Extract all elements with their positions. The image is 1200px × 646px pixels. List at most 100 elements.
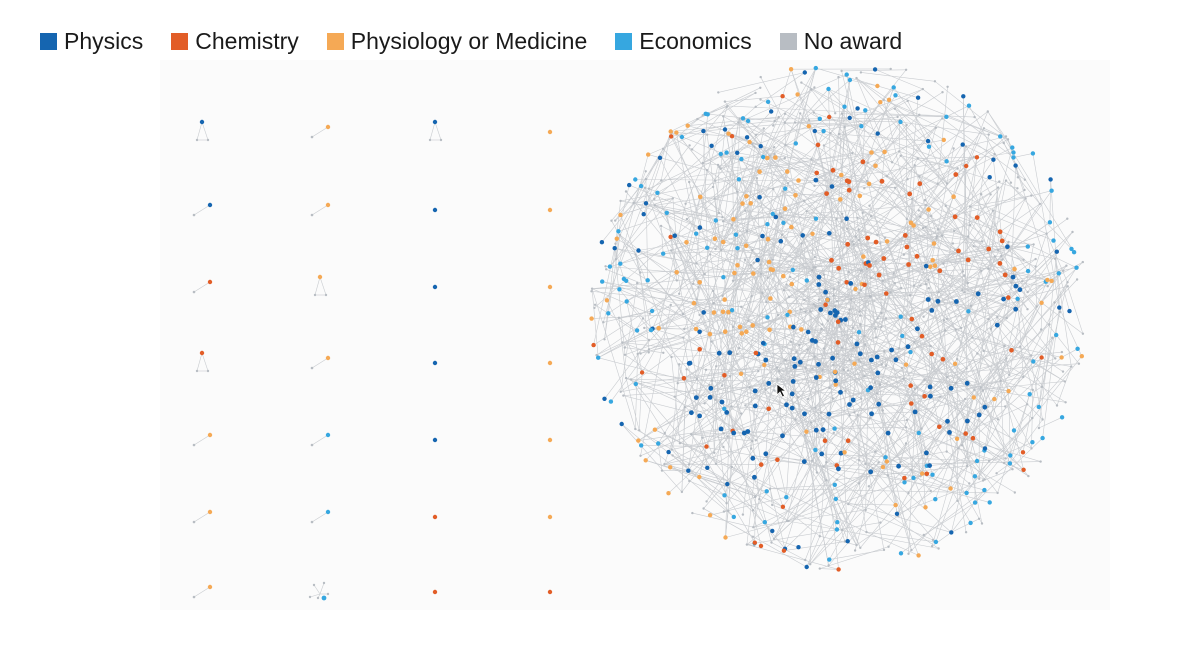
network-node xyxy=(928,393,933,399)
network-node xyxy=(912,409,918,415)
network-edge xyxy=(593,180,850,346)
network-node xyxy=(754,91,757,95)
network-node xyxy=(903,362,909,367)
network-node xyxy=(817,298,821,301)
network-edge xyxy=(920,256,996,477)
network-edge xyxy=(858,229,864,257)
network-node xyxy=(773,119,776,123)
network-node xyxy=(663,463,666,466)
network-node xyxy=(855,76,858,80)
network-node xyxy=(952,214,958,220)
network-node xyxy=(1024,197,1027,200)
network-node xyxy=(869,215,873,218)
network-node xyxy=(840,112,844,115)
network-node xyxy=(835,520,840,525)
network-node xyxy=(933,539,939,545)
network-edge xyxy=(618,317,638,331)
network-node xyxy=(1039,460,1042,463)
network-node xyxy=(621,276,627,282)
network-edge xyxy=(990,297,1009,329)
network-node xyxy=(909,401,914,406)
network-edge xyxy=(833,295,932,311)
network-node xyxy=(690,148,694,151)
network-node xyxy=(952,147,955,150)
network-edge xyxy=(919,176,1047,234)
network-edge xyxy=(671,120,749,137)
network-edge xyxy=(722,134,757,243)
network-edge xyxy=(848,462,879,505)
network-node xyxy=(822,306,825,309)
network-node xyxy=(1020,450,1026,455)
network-node xyxy=(771,503,774,507)
network-node xyxy=(731,217,736,222)
network-node xyxy=(847,270,850,274)
network-edge xyxy=(809,443,907,565)
network-edge xyxy=(635,428,756,497)
network-edge xyxy=(804,378,904,462)
network-edge xyxy=(731,146,761,226)
network-node xyxy=(902,233,908,238)
network-edge xyxy=(856,77,893,163)
network-edge xyxy=(760,189,774,274)
network-node xyxy=(871,467,874,470)
network-node xyxy=(785,312,790,317)
network-node xyxy=(762,362,767,368)
network-node xyxy=(697,225,703,230)
network-node xyxy=(824,191,829,197)
network-edge xyxy=(911,198,968,466)
network-node xyxy=(784,495,789,500)
network-node xyxy=(960,252,963,255)
network-node xyxy=(632,201,635,204)
network-node xyxy=(772,124,775,127)
component-edge xyxy=(201,121,209,141)
network-node xyxy=(683,327,686,331)
component-node xyxy=(207,279,213,285)
network-node xyxy=(835,340,841,345)
network-node xyxy=(857,238,860,242)
network-edge xyxy=(625,377,675,397)
network-node xyxy=(880,363,883,366)
network-node xyxy=(669,134,674,139)
network-node xyxy=(836,265,842,271)
network-edge xyxy=(860,72,935,82)
network-node xyxy=(889,291,892,294)
network-edge xyxy=(977,293,1015,431)
network-edge xyxy=(977,353,1043,420)
network-edge xyxy=(925,284,978,462)
network-edge xyxy=(662,114,703,150)
network-node xyxy=(813,375,819,380)
network-node xyxy=(618,233,622,237)
network-node xyxy=(973,115,976,119)
network-edge xyxy=(1035,233,1047,267)
network-node xyxy=(715,365,718,368)
network-edge xyxy=(591,288,599,358)
network-node xyxy=(770,211,775,217)
network-edge xyxy=(814,256,902,289)
small-components xyxy=(192,119,553,601)
network-edge xyxy=(703,508,754,538)
network-node xyxy=(1013,283,1019,289)
network-node xyxy=(1041,418,1044,421)
network-edge xyxy=(688,181,708,248)
network-edge xyxy=(703,370,823,509)
network-edge xyxy=(935,397,975,500)
network-node xyxy=(722,329,728,335)
network-node xyxy=(796,178,801,183)
network-edge xyxy=(943,263,1009,392)
network-node xyxy=(701,161,705,165)
network-edge xyxy=(596,328,653,356)
network-node xyxy=(784,402,789,408)
network-node xyxy=(987,175,992,180)
network-edge xyxy=(833,364,904,379)
network-node xyxy=(868,469,874,475)
network-node xyxy=(596,355,601,360)
network-edge xyxy=(746,522,881,545)
network-node xyxy=(636,352,639,356)
network-node xyxy=(911,197,914,201)
network-node xyxy=(898,551,904,556)
network-edge xyxy=(748,195,782,218)
network-node xyxy=(1026,403,1029,406)
network-node xyxy=(763,357,769,363)
network-node xyxy=(1064,401,1067,404)
network-node xyxy=(868,417,871,420)
